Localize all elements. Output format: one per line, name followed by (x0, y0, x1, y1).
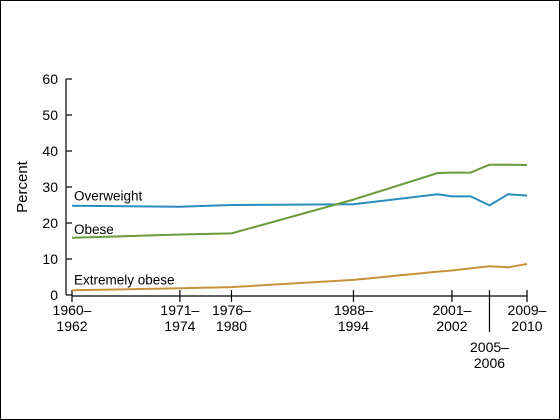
x-tick-label: 2006 (474, 355, 505, 371)
series-line-extremely-obese (71, 263, 528, 292)
y-tick-label: 30 (42, 179, 58, 195)
x-tick-label: 2010 (511, 318, 542, 334)
x-tick-label: 1962 (56, 318, 87, 334)
series-labels: Overweight Obese Extremely obese (74, 189, 175, 288)
x-tick-label: 1980 (216, 318, 247, 334)
y-tick-label: 10 (42, 251, 58, 267)
x-tick-label: 1960– (53, 302, 92, 318)
y-tick-label: 0 (50, 287, 58, 303)
x-tick-label: 1976– (212, 302, 251, 318)
series-lines (71, 163, 528, 292)
x-tick-label: 2009– (508, 302, 547, 318)
series-line-obese (71, 163, 528, 239)
y-tick-label: 40 (42, 143, 58, 159)
x-tick-label: 1971– (160, 302, 199, 318)
series-line-overweight (71, 193, 528, 208)
x-tick-label: 2005– (470, 339, 509, 355)
x-tick-label: 2001– (432, 302, 471, 318)
y-axis: 0 10 20 30 40 50 60 Percent (14, 71, 72, 303)
y-axis-title: Percent (14, 160, 31, 213)
y-tick-label: 50 (42, 107, 58, 123)
x-tick-label: 1988– (334, 302, 373, 318)
x-tick-label: 1994 (338, 318, 369, 334)
x-tick-label: 2002 (436, 318, 467, 334)
series-label-extremely-obese: Extremely obese (74, 272, 175, 287)
series-label-overweight: Overweight (74, 189, 143, 204)
series-label-obese: Obese (74, 222, 114, 237)
y-tick-label: 20 (42, 215, 58, 231)
x-axis: 1960–1962 1971–1974 1976–1980 1988–1994 2001… (53, 290, 547, 371)
x-tick-label: 1974 (164, 318, 195, 334)
y-tick-label: 60 (42, 71, 58, 87)
